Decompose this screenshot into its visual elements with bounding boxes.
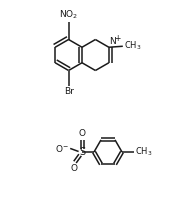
Text: NO$_2$: NO$_2$	[59, 9, 78, 22]
Text: CH$_3$: CH$_3$	[135, 146, 152, 158]
Text: +: +	[114, 34, 120, 43]
Text: O$^{-}$: O$^{-}$	[55, 143, 69, 154]
Text: N: N	[109, 37, 116, 46]
Text: Br: Br	[64, 87, 73, 96]
Text: S: S	[79, 147, 85, 157]
Text: CH$_3$: CH$_3$	[124, 40, 142, 52]
Text: O: O	[79, 129, 86, 138]
Text: O: O	[71, 164, 77, 173]
